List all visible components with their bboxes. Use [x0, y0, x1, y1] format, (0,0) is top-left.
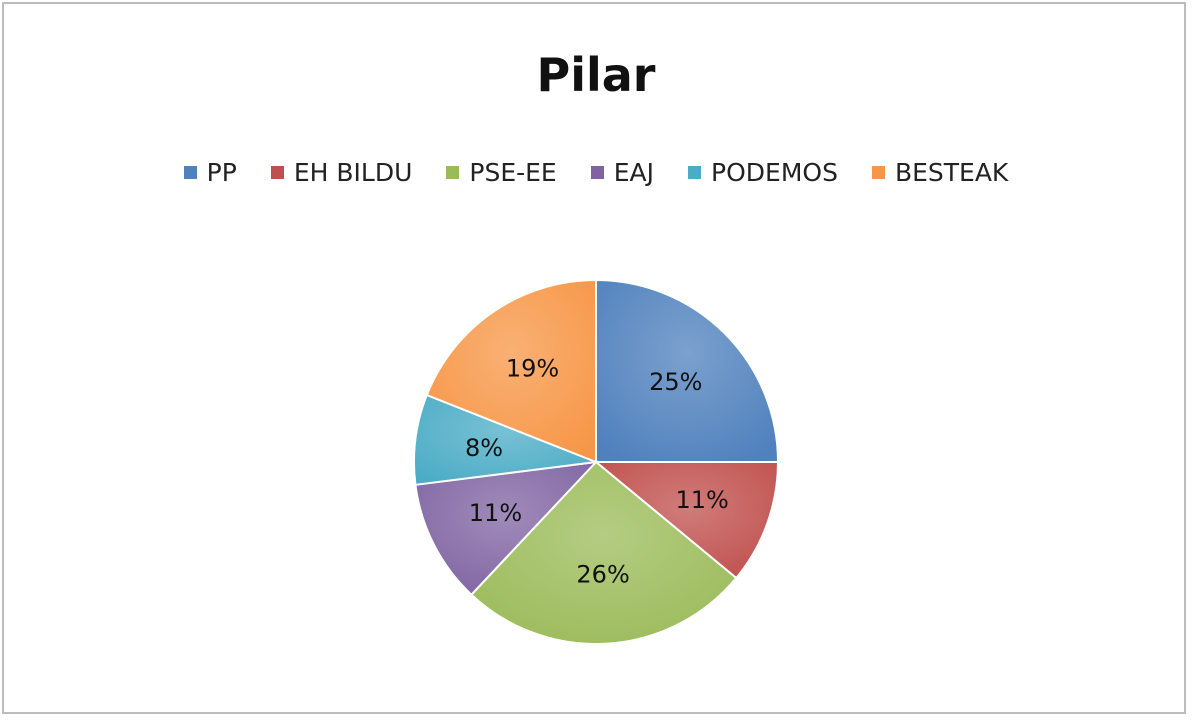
data-label: 19% — [506, 355, 559, 383]
legend-label: BESTEAK — [894, 158, 1009, 187]
legend-item: BESTEAK — [871, 158, 1009, 187]
legend-label: EAJ — [613, 158, 655, 187]
pie-slice-podemos — [413, 393, 597, 486]
legend-item: PP — [183, 158, 237, 187]
legend-item: PSE-EE — [446, 158, 557, 187]
pie-slice-eaj — [414, 460, 599, 597]
legend-label: PSE-EE — [469, 158, 557, 187]
legend-label: PODEMOS — [711, 158, 838, 187]
legend-swatch — [871, 166, 885, 179]
legend-item: EH BILDU — [270, 158, 413, 187]
data-label: 11% — [675, 486, 728, 514]
legend-label: EH BILDU — [293, 158, 413, 187]
legend-swatch — [590, 166, 604, 179]
legend-swatch — [270, 166, 284, 179]
chart-title: Pilar — [536, 48, 656, 102]
data-label: 25% — [649, 368, 702, 396]
legend-swatch — [688, 166, 702, 179]
pie-slice-pse-ee — [469, 460, 738, 645]
data-label: 11% — [469, 499, 522, 527]
legend-item: EAJ — [590, 158, 655, 187]
legend-item: PODEMOS — [688, 158, 838, 187]
data-label: 8% — [465, 434, 503, 462]
legend: PP EH BILDU PSE-EE EAJ PODEMOS BESTEAK — [0, 158, 1192, 187]
legend-label: PP — [206, 158, 237, 187]
pie-slice-besteak — [425, 278, 597, 464]
pie-slice-eh-bildu — [593, 461, 780, 580]
legend-swatch — [446, 166, 460, 179]
pie-slice-pp — [595, 278, 780, 463]
legend-swatch — [183, 166, 197, 179]
data-label: 26% — [576, 561, 629, 589]
